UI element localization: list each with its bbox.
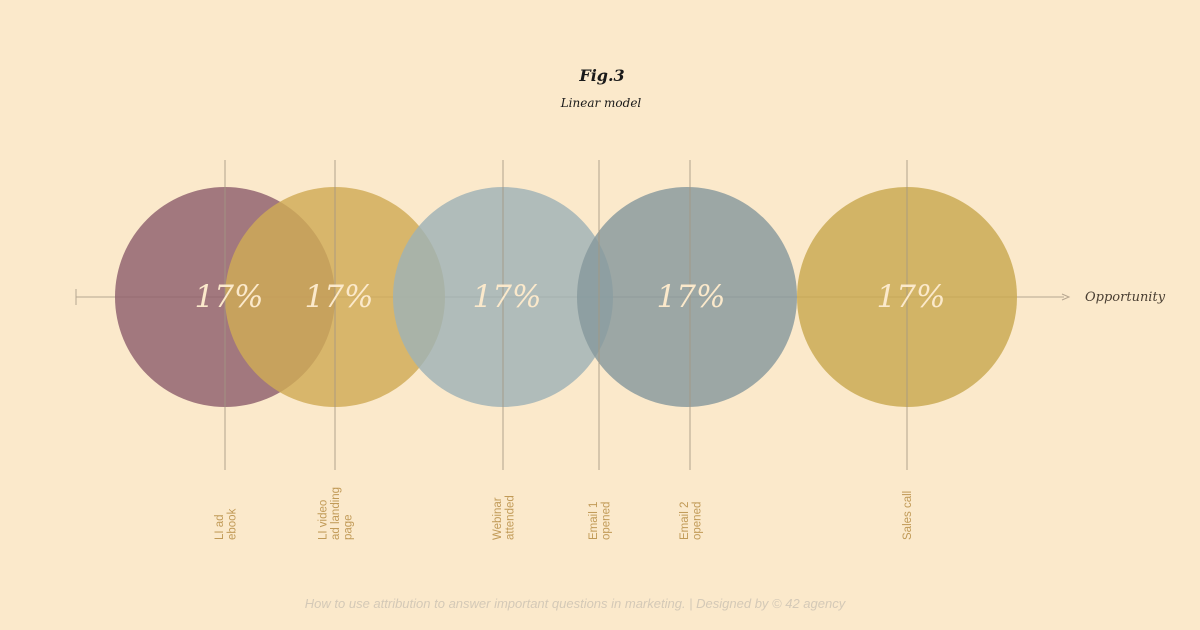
touchpoint-percent: 17% (195, 279, 264, 315)
touchpoint-label-line: ebook (226, 508, 238, 540)
touchpoint-label-line: Sales call (902, 491, 914, 540)
touchpoint-label-line: Email 2 (679, 502, 691, 540)
touchpoint-label: Email 1 opened (588, 502, 613, 540)
touchpoint-label: LI video ad landing page (318, 487, 355, 540)
touchpoint-label-line: opened (600, 502, 612, 540)
percent-labels-layer: 17% 17% 17% 17% 17% (195, 279, 946, 315)
touchpoint-label: Email 2 opened (679, 502, 704, 540)
touchpoint-label: LI ad ebook (214, 508, 239, 540)
touchpoint-circle (577, 187, 797, 407)
touchpoint-percent: 17% (305, 279, 374, 315)
touchpoint-label-line: LI video (318, 500, 330, 540)
touchpoint-label-line: page (343, 514, 355, 540)
touchpoint-percent: 17% (657, 279, 726, 315)
touchpoint-percent: 17% (877, 279, 946, 315)
footer-credit: How to use attribution to answer importa… (305, 596, 847, 611)
touchpoint-label-line: Webinar (492, 497, 504, 540)
touchpoint-label-line: LI ad (214, 514, 226, 540)
axis-end-label: Opportunity (1085, 290, 1166, 305)
touchpoint-label-line: opened (691, 502, 703, 540)
touchpoint-label: Webinar attended (492, 495, 517, 540)
touchpoint-percent: 17% (473, 279, 542, 315)
axis-arrow-icon (1061, 293, 1071, 301)
touchpoint-label-line: ad landing (330, 487, 342, 540)
touchpoint-label: Sales call (902, 491, 914, 540)
touchpoint-label-line: attended (504, 495, 516, 540)
touchpoint-lines-layer (224, 160, 908, 470)
figure-subtitle: Linear model (560, 96, 642, 110)
figure-title: Fig.3 (578, 66, 624, 85)
touchpoint-label-line: Email 1 (588, 502, 600, 540)
touchpoint-labels-layer: LI ad ebook LI video ad landing page Webinar a… (214, 487, 914, 540)
